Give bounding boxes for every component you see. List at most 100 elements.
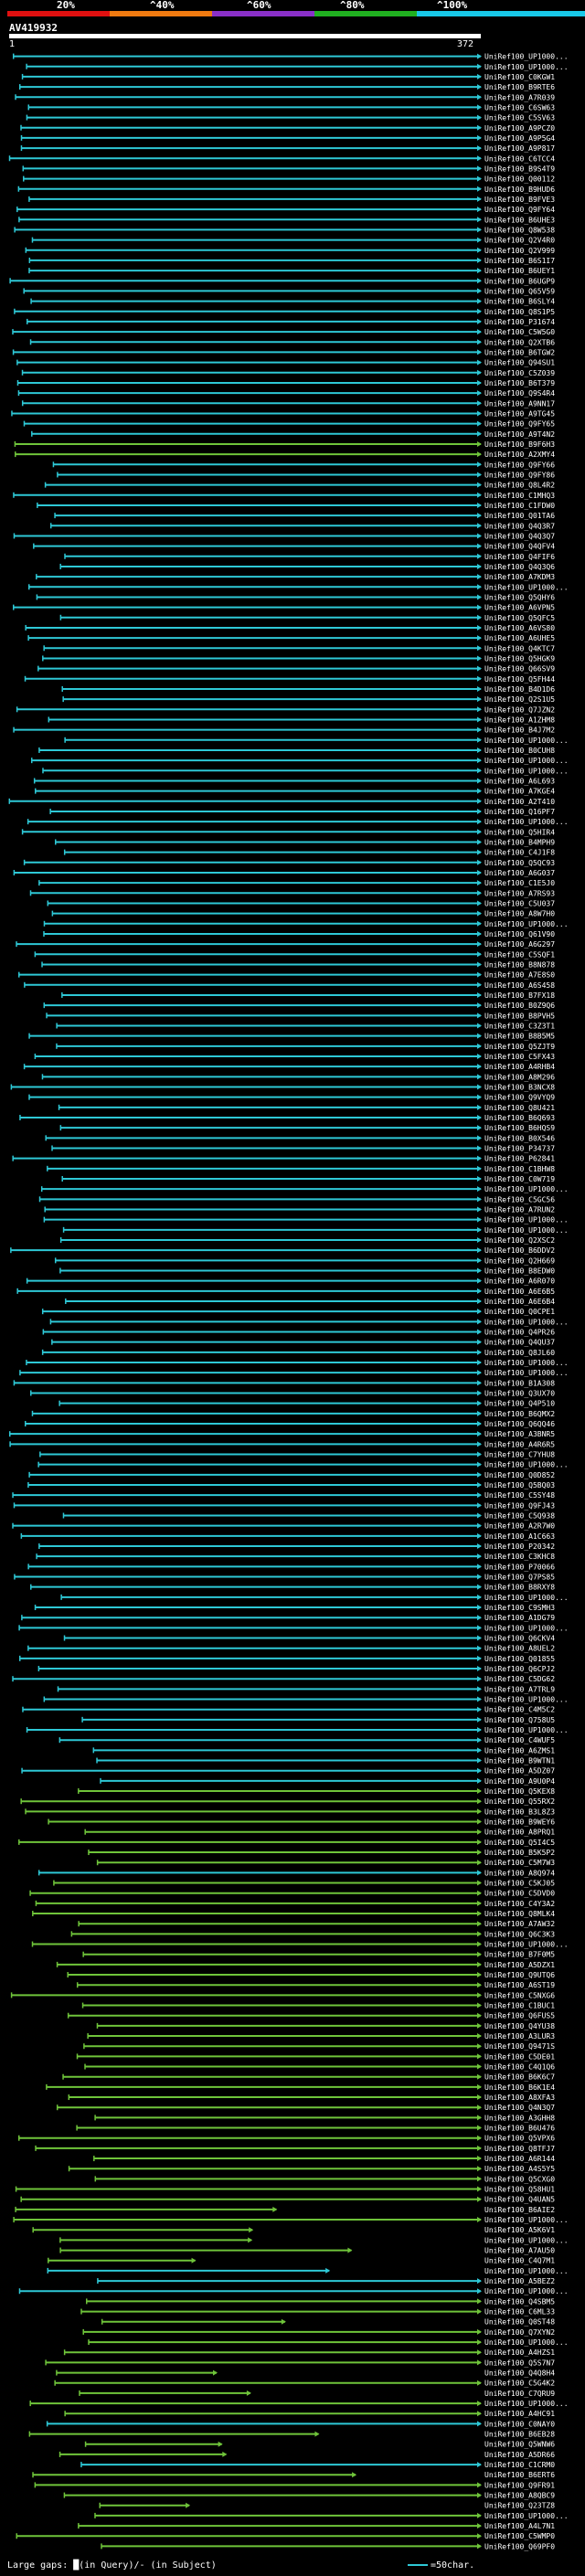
hit-label[interactable]: UniRef100_UP1000... xyxy=(484,757,569,765)
hit-label[interactable]: UniRef100_B9S4T9 xyxy=(484,164,555,173)
hit-label[interactable]: UniRef100_UP1000... xyxy=(484,1594,569,1602)
hit-label[interactable]: UniRef100_B6TGW2 xyxy=(484,348,555,356)
hit-label[interactable]: UniRef100_C0W719 xyxy=(484,1175,555,1183)
hit-label[interactable]: UniRef100_B0CUH8 xyxy=(484,747,555,755)
hit-label[interactable]: UniRef100_Q6C3K3 xyxy=(484,1930,555,1938)
hit-label[interactable]: UniRef100_B4MPH9 xyxy=(484,838,555,846)
hit-label[interactable]: UniRef100_Q6CPJ2 xyxy=(484,1665,555,1673)
hit-label[interactable]: UniRef100_Q0ST48 xyxy=(484,2318,555,2327)
hit-label[interactable]: UniRef100_A6VS80 xyxy=(484,624,555,632)
hit-label[interactable]: UniRef100_Q5CXG0 xyxy=(484,2175,555,2183)
hit-label[interactable]: UniRef100_Q8W538 xyxy=(484,226,555,234)
hit-label[interactable]: UniRef100_C1FDW0 xyxy=(484,502,555,510)
hit-label[interactable]: UniRef100_C5Z039 xyxy=(484,369,555,377)
hit-label[interactable]: UniRef100_Q5S7N7 xyxy=(484,2359,555,2367)
hit-label[interactable]: UniRef100_A8Q974 xyxy=(484,1869,555,1877)
hit-label[interactable]: UniRef100_C5M7W3 xyxy=(484,1859,555,1867)
hit-label[interactable]: UniRef100_A9TG45 xyxy=(484,409,555,418)
hit-label[interactable]: UniRef100_Q8S1P5 xyxy=(484,308,555,316)
hit-label[interactable]: UniRef100_B4D1D6 xyxy=(484,685,555,694)
hit-label[interactable]: UniRef100_Q9FY66 xyxy=(484,461,555,469)
hit-label[interactable]: UniRef100_Q2XSC2 xyxy=(484,1236,555,1245)
hit-label[interactable]: UniRef100_C9SMH3 xyxy=(484,1604,555,1612)
hit-label[interactable]: UniRef100_B4J7M2 xyxy=(484,726,555,735)
hit-label[interactable]: UniRef100_B9FVE3 xyxy=(484,196,555,204)
hit-label[interactable]: UniRef100_UP1000... xyxy=(484,53,569,61)
hit-label[interactable]: UniRef100_A4L7N1 xyxy=(484,2522,555,2530)
hit-label[interactable]: UniRef100_A8W7H0 xyxy=(484,910,555,918)
hit-label[interactable]: UniRef100_A7E8S0 xyxy=(484,971,555,980)
hit-label[interactable]: UniRef100_UP1000... xyxy=(484,583,569,591)
hit-label[interactable]: UniRef100_Q5BQ03 xyxy=(484,1481,555,1489)
hit-label[interactable]: UniRef100_A1ZHM8 xyxy=(484,716,555,724)
hit-label[interactable]: UniRef100_Q6FUS5 xyxy=(484,2012,555,2020)
hit-label[interactable]: UniRef100_Q9FY86 xyxy=(484,471,555,479)
hit-label[interactable]: UniRef100_B3L8Z3 xyxy=(484,1807,555,1816)
hit-label[interactable]: UniRef100_Q9471S xyxy=(484,2042,555,2051)
hit-label[interactable]: UniRef100_Q4Q3R7 xyxy=(484,522,555,530)
hit-label[interactable]: UniRef100_Q16PF7 xyxy=(484,808,555,816)
hit-label[interactable]: UniRef100_Q4FIF6 xyxy=(484,553,555,561)
hit-label[interactable]: UniRef100_A6ST19 xyxy=(484,1981,555,1989)
hit-label[interactable]: UniRef100_A7KDM3 xyxy=(484,573,555,581)
hit-label[interactable]: UniRef100_C5WMP0 xyxy=(484,2532,555,2540)
hit-label[interactable]: UniRef100_C5DVD0 xyxy=(484,1890,555,1898)
hit-label[interactable]: UniRef100_B6S1I7 xyxy=(484,257,555,265)
hit-label[interactable]: UniRef100_C5G4K2 xyxy=(484,2380,555,2388)
hit-label[interactable]: UniRef100_B8N878 xyxy=(484,960,555,969)
hit-label[interactable]: UniRef100_C5U037 xyxy=(484,899,555,907)
hit-label[interactable]: UniRef100_B8RXY8 xyxy=(484,1584,555,1592)
hit-label[interactable]: UniRef100_Q8L4R2 xyxy=(484,482,555,490)
hit-label[interactable]: UniRef100_B6AIE2 xyxy=(484,2206,555,2214)
hit-label[interactable]: UniRef100_Q4QU37 xyxy=(484,1339,555,1347)
hit-label[interactable]: UniRef100_A6S458 xyxy=(484,981,555,990)
hit-label[interactable]: UniRef100_A3BNR5 xyxy=(484,1430,555,1438)
hit-label[interactable]: UniRef100_A4S5Y5 xyxy=(484,2165,555,2173)
hit-label[interactable]: UniRef100_UP1000... xyxy=(484,1216,569,1224)
hit-label[interactable]: UniRef100_A8XFA3 xyxy=(484,2094,555,2102)
hit-label[interactable]: UniRef100_Q2H669 xyxy=(484,1256,555,1265)
hit-label[interactable]: UniRef100_A5K6V1 xyxy=(484,2226,555,2234)
hit-label[interactable]: UniRef100_Q4KTC7 xyxy=(484,644,555,652)
hit-label[interactable]: UniRef100_Q8MLK4 xyxy=(484,1910,555,1918)
hit-label[interactable]: UniRef100_B6UGP9 xyxy=(484,277,555,285)
hit-label[interactable]: UniRef100_C5KJ05 xyxy=(484,1880,555,1888)
hit-label[interactable]: UniRef100_B6K1E4 xyxy=(484,2083,555,2092)
hit-label[interactable]: UniRef100_A6L693 xyxy=(484,777,555,785)
hit-label[interactable]: UniRef100_B9WEY6 xyxy=(484,1818,555,1827)
hit-label[interactable]: UniRef100_C5DE01 xyxy=(484,2052,555,2061)
hit-label[interactable]: UniRef100_A9P817 xyxy=(484,144,555,153)
hit-label[interactable]: UniRef100_Q4Q8H4 xyxy=(484,2369,555,2378)
hit-label[interactable]: UniRef100_C1MHQ3 xyxy=(484,492,555,500)
hit-label[interactable]: UniRef100_A6UHE5 xyxy=(484,634,555,642)
hit-label[interactable]: UniRef100_C4Q7M1 xyxy=(484,2257,555,2265)
hit-label[interactable]: UniRef100_A9U0P4 xyxy=(484,1777,555,1786)
hit-label[interactable]: UniRef100_Q4YU38 xyxy=(484,2022,555,2030)
hit-label[interactable]: UniRef100_Q6CKV4 xyxy=(484,1635,555,1643)
hit-label[interactable]: UniRef100_A6G297 xyxy=(484,940,555,949)
hit-label[interactable]: UniRef100_C3Z3T1 xyxy=(484,1022,555,1030)
hit-label[interactable]: UniRef100_Q9FY64 xyxy=(484,206,555,214)
hit-label[interactable]: UniRef100_UP1000... xyxy=(484,1318,569,1326)
hit-label[interactable]: UniRef100_A9T4N2 xyxy=(484,430,555,439)
hit-label[interactable]: UniRef100_UP1000... xyxy=(484,1726,569,1734)
hit-label[interactable]: UniRef100_Q9FY65 xyxy=(484,420,555,429)
hit-label[interactable]: UniRef100_Q69PF0 xyxy=(484,2542,555,2550)
hit-label[interactable]: UniRef100_Q2V4R0 xyxy=(484,237,555,245)
hit-label[interactable]: UniRef100_C6SW63 xyxy=(484,103,555,111)
hit-label[interactable]: UniRef100_A6VPN5 xyxy=(484,604,555,612)
hit-label[interactable]: UniRef100_B6T379 xyxy=(484,379,555,387)
hit-label[interactable]: UniRef100_B0Z9Q6 xyxy=(484,1002,555,1010)
hit-label[interactable]: UniRef100_B6HQS9 xyxy=(484,1124,555,1132)
hit-label[interactable]: UniRef100_Q5WNW6 xyxy=(484,2441,555,2449)
hit-label[interactable]: UniRef100_UP1000... xyxy=(484,2400,569,2408)
hit-label[interactable]: UniRef100_A1DG79 xyxy=(484,1614,555,1622)
hit-label[interactable]: UniRef100_B5K5P2 xyxy=(484,1849,555,1857)
hit-label[interactable]: UniRef100_A8UEL2 xyxy=(484,1645,555,1653)
hit-label[interactable]: UniRef100_UP1000... xyxy=(484,2236,569,2244)
hit-label[interactable]: UniRef100_Q9UTQ6 xyxy=(484,1971,555,1979)
hit-label[interactable]: UniRef100_Q7PS85 xyxy=(484,1574,555,1582)
hit-label[interactable]: UniRef100_Q7JZN2 xyxy=(484,705,555,714)
hit-label[interactable]: UniRef100_UP1000... xyxy=(484,767,569,775)
hit-label[interactable]: UniRef100_B6UEY1 xyxy=(484,267,555,275)
